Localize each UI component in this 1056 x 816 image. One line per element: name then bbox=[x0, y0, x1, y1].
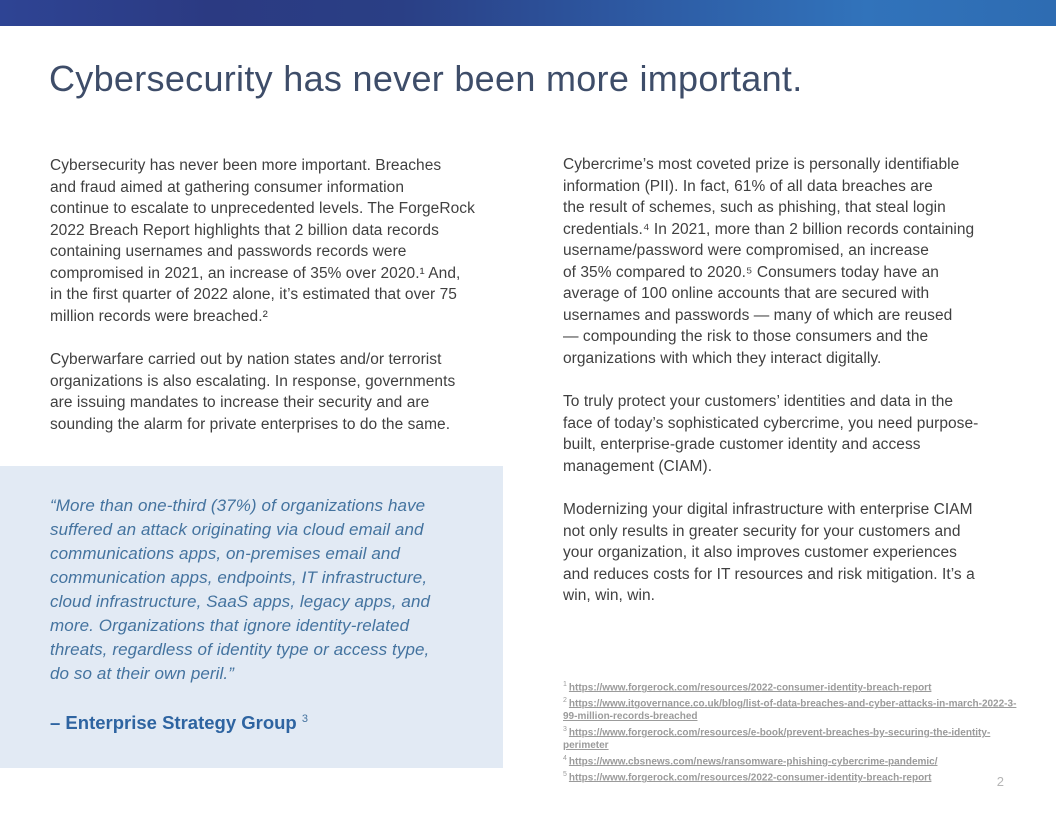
pull-quote-box: “More than one-third (37%) of organizati… bbox=[0, 466, 503, 768]
footnote-item: 3 https://www.forgerock.com/resources/e-b… bbox=[563, 724, 1018, 753]
footnote-marker: 2 bbox=[563, 697, 567, 705]
quote-attribution: – Enterprise Strategy Group 3 bbox=[50, 712, 473, 734]
quote-text: “More than one-third (37%) of organizati… bbox=[50, 496, 431, 683]
footnote-marker: 5 bbox=[563, 771, 567, 779]
page-title: Cybersecurity has never been more import… bbox=[49, 58, 803, 99]
body-paragraph: Cyberwarfare carried out by nation state… bbox=[50, 351, 456, 433]
quote-footnote-marker: 3 bbox=[301, 712, 308, 725]
footnote-item: 4 https://www.cbsnews.com/news/ransomware… bbox=[563, 753, 1018, 769]
footnote-link[interactable]: https://www.forgerock.com/resources/e-bo… bbox=[563, 727, 991, 752]
body-paragraph: Cybersecurity has never been more import… bbox=[50, 157, 475, 325]
footnote-marker: 1 bbox=[563, 681, 567, 688]
footnote-marker: 3 bbox=[563, 726, 567, 734]
body-paragraph: To truly protect your customers’ identit… bbox=[563, 393, 979, 475]
page-number: 2 bbox=[996, 774, 1004, 789]
footnote-link[interactable]: https://www.forgerock.com/resources/2022… bbox=[568, 682, 932, 694]
footnote-link[interactable]: https://www.itgovernance.co.uk/blog/list… bbox=[563, 698, 1017, 723]
body-paragraph: Modernizing your digital infrastructure … bbox=[563, 501, 975, 604]
footnote-marker: 4 bbox=[563, 754, 567, 762]
quote-attribution-text: – Enterprise Strategy Group bbox=[50, 712, 297, 733]
footnote-item: 1 https://www.forgerock.com/resources/202… bbox=[563, 679, 1018, 695]
footnote-item: 2 https://www.itgovernance.co.uk/blog/lis… bbox=[563, 695, 1018, 724]
body-paragraph: Cybercrime’s most coveted prize is perso… bbox=[563, 156, 975, 367]
header-accent-bar bbox=[0, 0, 1056, 26]
footnotes-list: 1 https://www.forgerock.com/resources/202… bbox=[563, 679, 1018, 785]
left-column: Cybersecurity has never been more import… bbox=[50, 155, 528, 457]
footnote-link[interactable]: https://www.forgerock.com/resources/2022… bbox=[568, 772, 932, 784]
footnote-link[interactable]: https://www.cbsnews.com/news/ransomware-… bbox=[568, 756, 938, 768]
footnote-item: 5 https://www.forgerock.com/resources/202… bbox=[563, 769, 1018, 785]
right-column: Cybercrime’s most coveted prize is perso… bbox=[563, 154, 1045, 629]
